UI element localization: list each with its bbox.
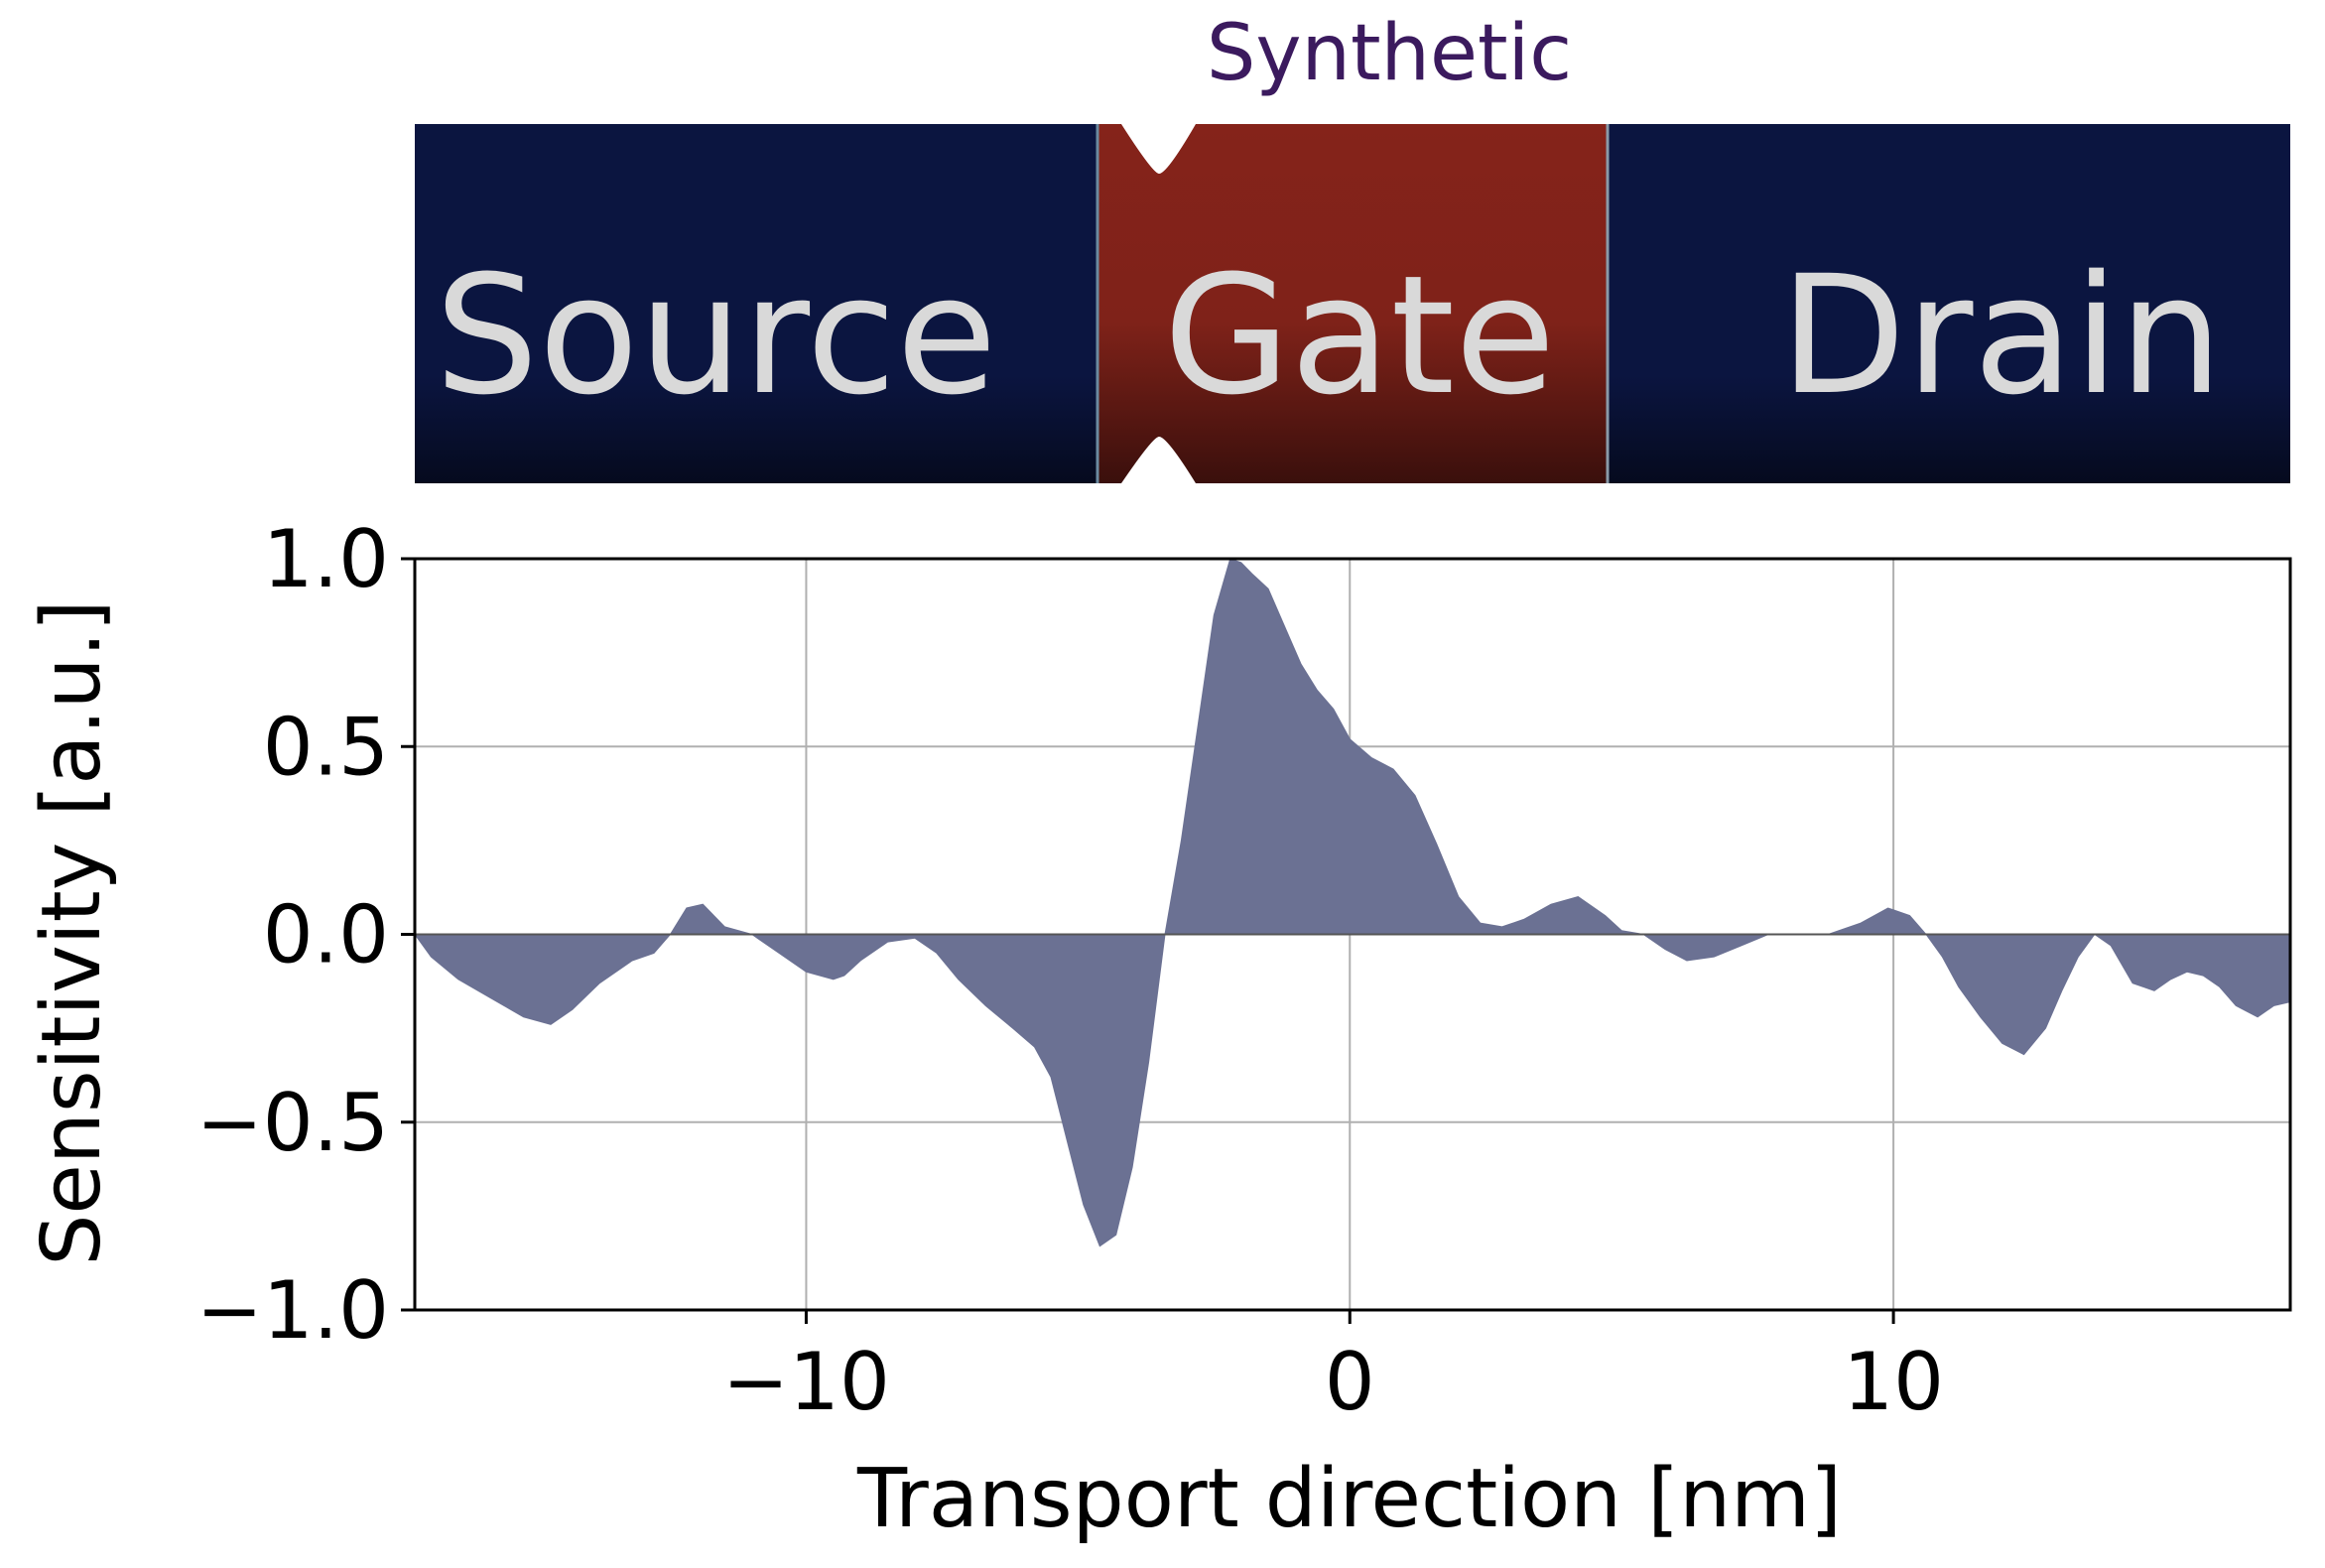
x-axis-label: Transport direction [nm]: [856, 1452, 1842, 1546]
device-schematic: Synthetic Source Gate Drain: [415, 9, 2290, 483]
y-tick-label: −0.5: [196, 1077, 389, 1169]
drain-label: Drain: [1780, 240, 2223, 431]
source-region: [415, 124, 1098, 483]
source-label: Source: [435, 240, 997, 431]
device-title: Synthetic: [1207, 9, 1572, 98]
y-tick-label: 0.0: [263, 889, 389, 981]
sensitivity-area: [414, 558, 2291, 1247]
y-tick-label: −1.0: [196, 1264, 389, 1357]
drain-region: [1608, 124, 2290, 483]
x-tick-label: 10: [1843, 1336, 1944, 1428]
y-tick-label: 0.5: [263, 701, 389, 793]
gate-label: Gate: [1163, 240, 1555, 431]
gate-region: [1098, 124, 1608, 483]
y-tick-label: 1.0: [263, 513, 389, 605]
sensitivity-chart: −1.0 −0.5 0.0 0.5 1.0 −10 0 10 Transport direc…: [25, 513, 2292, 1546]
x-axis: −10 0 10: [722, 1310, 1944, 1428]
y-axis: −1.0 −0.5 0.0 0.5 1.0: [196, 513, 415, 1357]
y-axis-label: Sensitivity [a.u.]: [25, 599, 119, 1265]
x-tick-label: 0: [1325, 1336, 1375, 1428]
x-tick-label: −10: [722, 1336, 890, 1428]
